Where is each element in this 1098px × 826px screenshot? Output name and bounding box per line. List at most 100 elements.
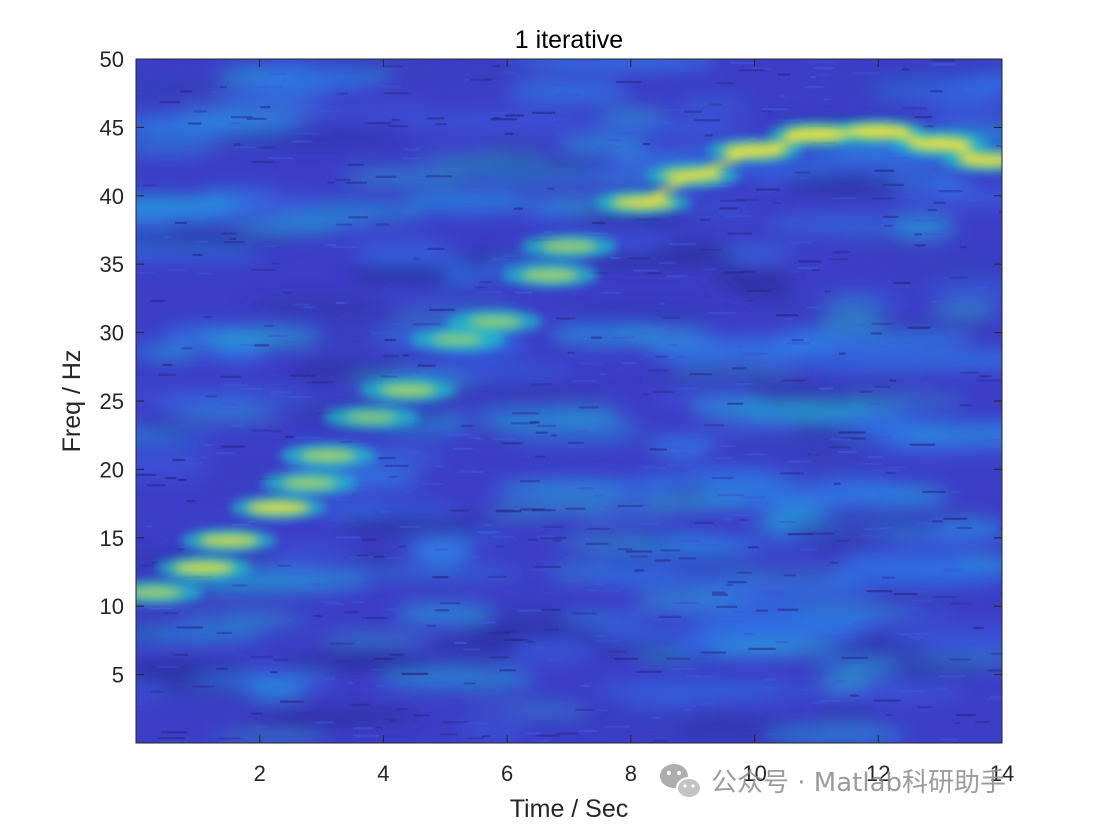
texture-streak — [976, 120, 983, 123]
texture-streak — [375, 175, 397, 178]
texture-streak — [176, 626, 203, 629]
texture-streak — [221, 232, 237, 235]
texture-streak — [823, 729, 831, 732]
texture-streak — [803, 86, 824, 89]
texture-streak — [161, 731, 187, 734]
ridge-point-10 — [522, 269, 579, 281]
texture-streak — [399, 525, 423, 529]
texture-streak — [344, 611, 359, 614]
texture-streak — [496, 630, 519, 633]
texture-streak — [346, 181, 368, 184]
texture-streak — [401, 157, 423, 160]
texture-streak — [333, 245, 359, 249]
texture-streak — [736, 345, 743, 348]
texture-streak — [389, 475, 398, 478]
texture-streak — [347, 163, 365, 166]
texture-streak — [950, 276, 968, 279]
texture-streak — [653, 739, 668, 742]
texture-streak — [465, 737, 484, 740]
texture-streak — [557, 732, 578, 735]
texture-streak — [378, 511, 392, 514]
texture-streak — [732, 372, 741, 375]
texture-streak — [356, 554, 369, 557]
texture-blob — [575, 501, 696, 512]
texture-streak — [809, 76, 817, 79]
texture-streak — [146, 484, 166, 487]
texture-streak — [645, 144, 658, 147]
texture-streak — [786, 460, 810, 463]
texture-streak — [873, 699, 902, 702]
texture-streak — [382, 354, 400, 358]
texture-streak — [336, 92, 349, 95]
texture-streak — [374, 637, 396, 640]
texture-streak — [943, 517, 968, 520]
texture-streak — [249, 655, 274, 658]
texture-streak — [575, 60, 598, 63]
texture-streak — [495, 545, 505, 548]
texture-streak — [255, 146, 277, 149]
texture-streak — [660, 549, 681, 552]
texture-streak — [995, 145, 1002, 148]
texture-streak — [143, 184, 158, 187]
texture-streak — [203, 316, 212, 319]
texture-streak — [500, 442, 524, 445]
texture-streak — [748, 647, 776, 650]
texture-streak — [797, 267, 819, 270]
texture-blob — [322, 632, 427, 644]
texture-streak — [660, 121, 671, 124]
texture-streak — [800, 548, 817, 551]
texture-streak — [837, 450, 857, 454]
texture-streak — [533, 646, 555, 649]
texture-streak — [816, 73, 832, 76]
texture-streak — [422, 164, 441, 167]
texture-streak — [744, 632, 754, 636]
texture-streak — [380, 375, 398, 378]
texture-blob — [202, 331, 317, 348]
texture-blob — [673, 200, 753, 221]
texture-streak — [219, 86, 228, 89]
texture-streak — [392, 323, 410, 326]
texture-streak — [859, 390, 873, 393]
texture-streak — [1001, 420, 1002, 423]
texture-streak — [270, 430, 281, 433]
texture-streak — [535, 455, 546, 458]
texture-streak — [487, 631, 511, 634]
texture-streak — [835, 539, 850, 542]
texture-streak — [900, 196, 918, 199]
texture-streak — [833, 482, 841, 486]
texture-streak — [789, 241, 813, 244]
texture-streak — [172, 458, 186, 462]
texture-streak — [457, 470, 476, 473]
texture-streak — [161, 236, 173, 239]
texture-streak — [969, 76, 989, 79]
texture-streak — [673, 387, 698, 390]
texture-streak — [959, 404, 972, 407]
texture-blob — [337, 566, 525, 579]
texture-streak — [463, 722, 488, 725]
texture-blob — [902, 653, 1002, 669]
texture-streak — [294, 436, 322, 439]
texture-streak — [459, 190, 483, 193]
texture-streak — [647, 272, 662, 275]
texture-streak — [682, 708, 692, 711]
texture-streak — [177, 478, 187, 482]
texture-streak — [886, 157, 909, 160]
texture-streak — [649, 448, 668, 451]
texture-streak — [566, 83, 577, 86]
texture-streak — [349, 556, 375, 559]
texture-streak — [607, 650, 626, 653]
texture-streak — [960, 371, 980, 374]
texture-streak — [777, 73, 791, 76]
texture-streak — [737, 376, 746, 379]
texture-blob — [824, 67, 978, 88]
texture-streak — [286, 340, 297, 343]
texture-streak — [200, 456, 208, 459]
ridge-point-18 — [957, 153, 1002, 167]
texture-blob — [136, 427, 186, 437]
texture-streak — [597, 640, 620, 643]
texture-streak — [898, 690, 925, 693]
texture-streak — [703, 424, 725, 427]
texture-streak — [193, 110, 208, 113]
texture-streak — [643, 354, 670, 357]
texture-streak — [721, 271, 744, 274]
